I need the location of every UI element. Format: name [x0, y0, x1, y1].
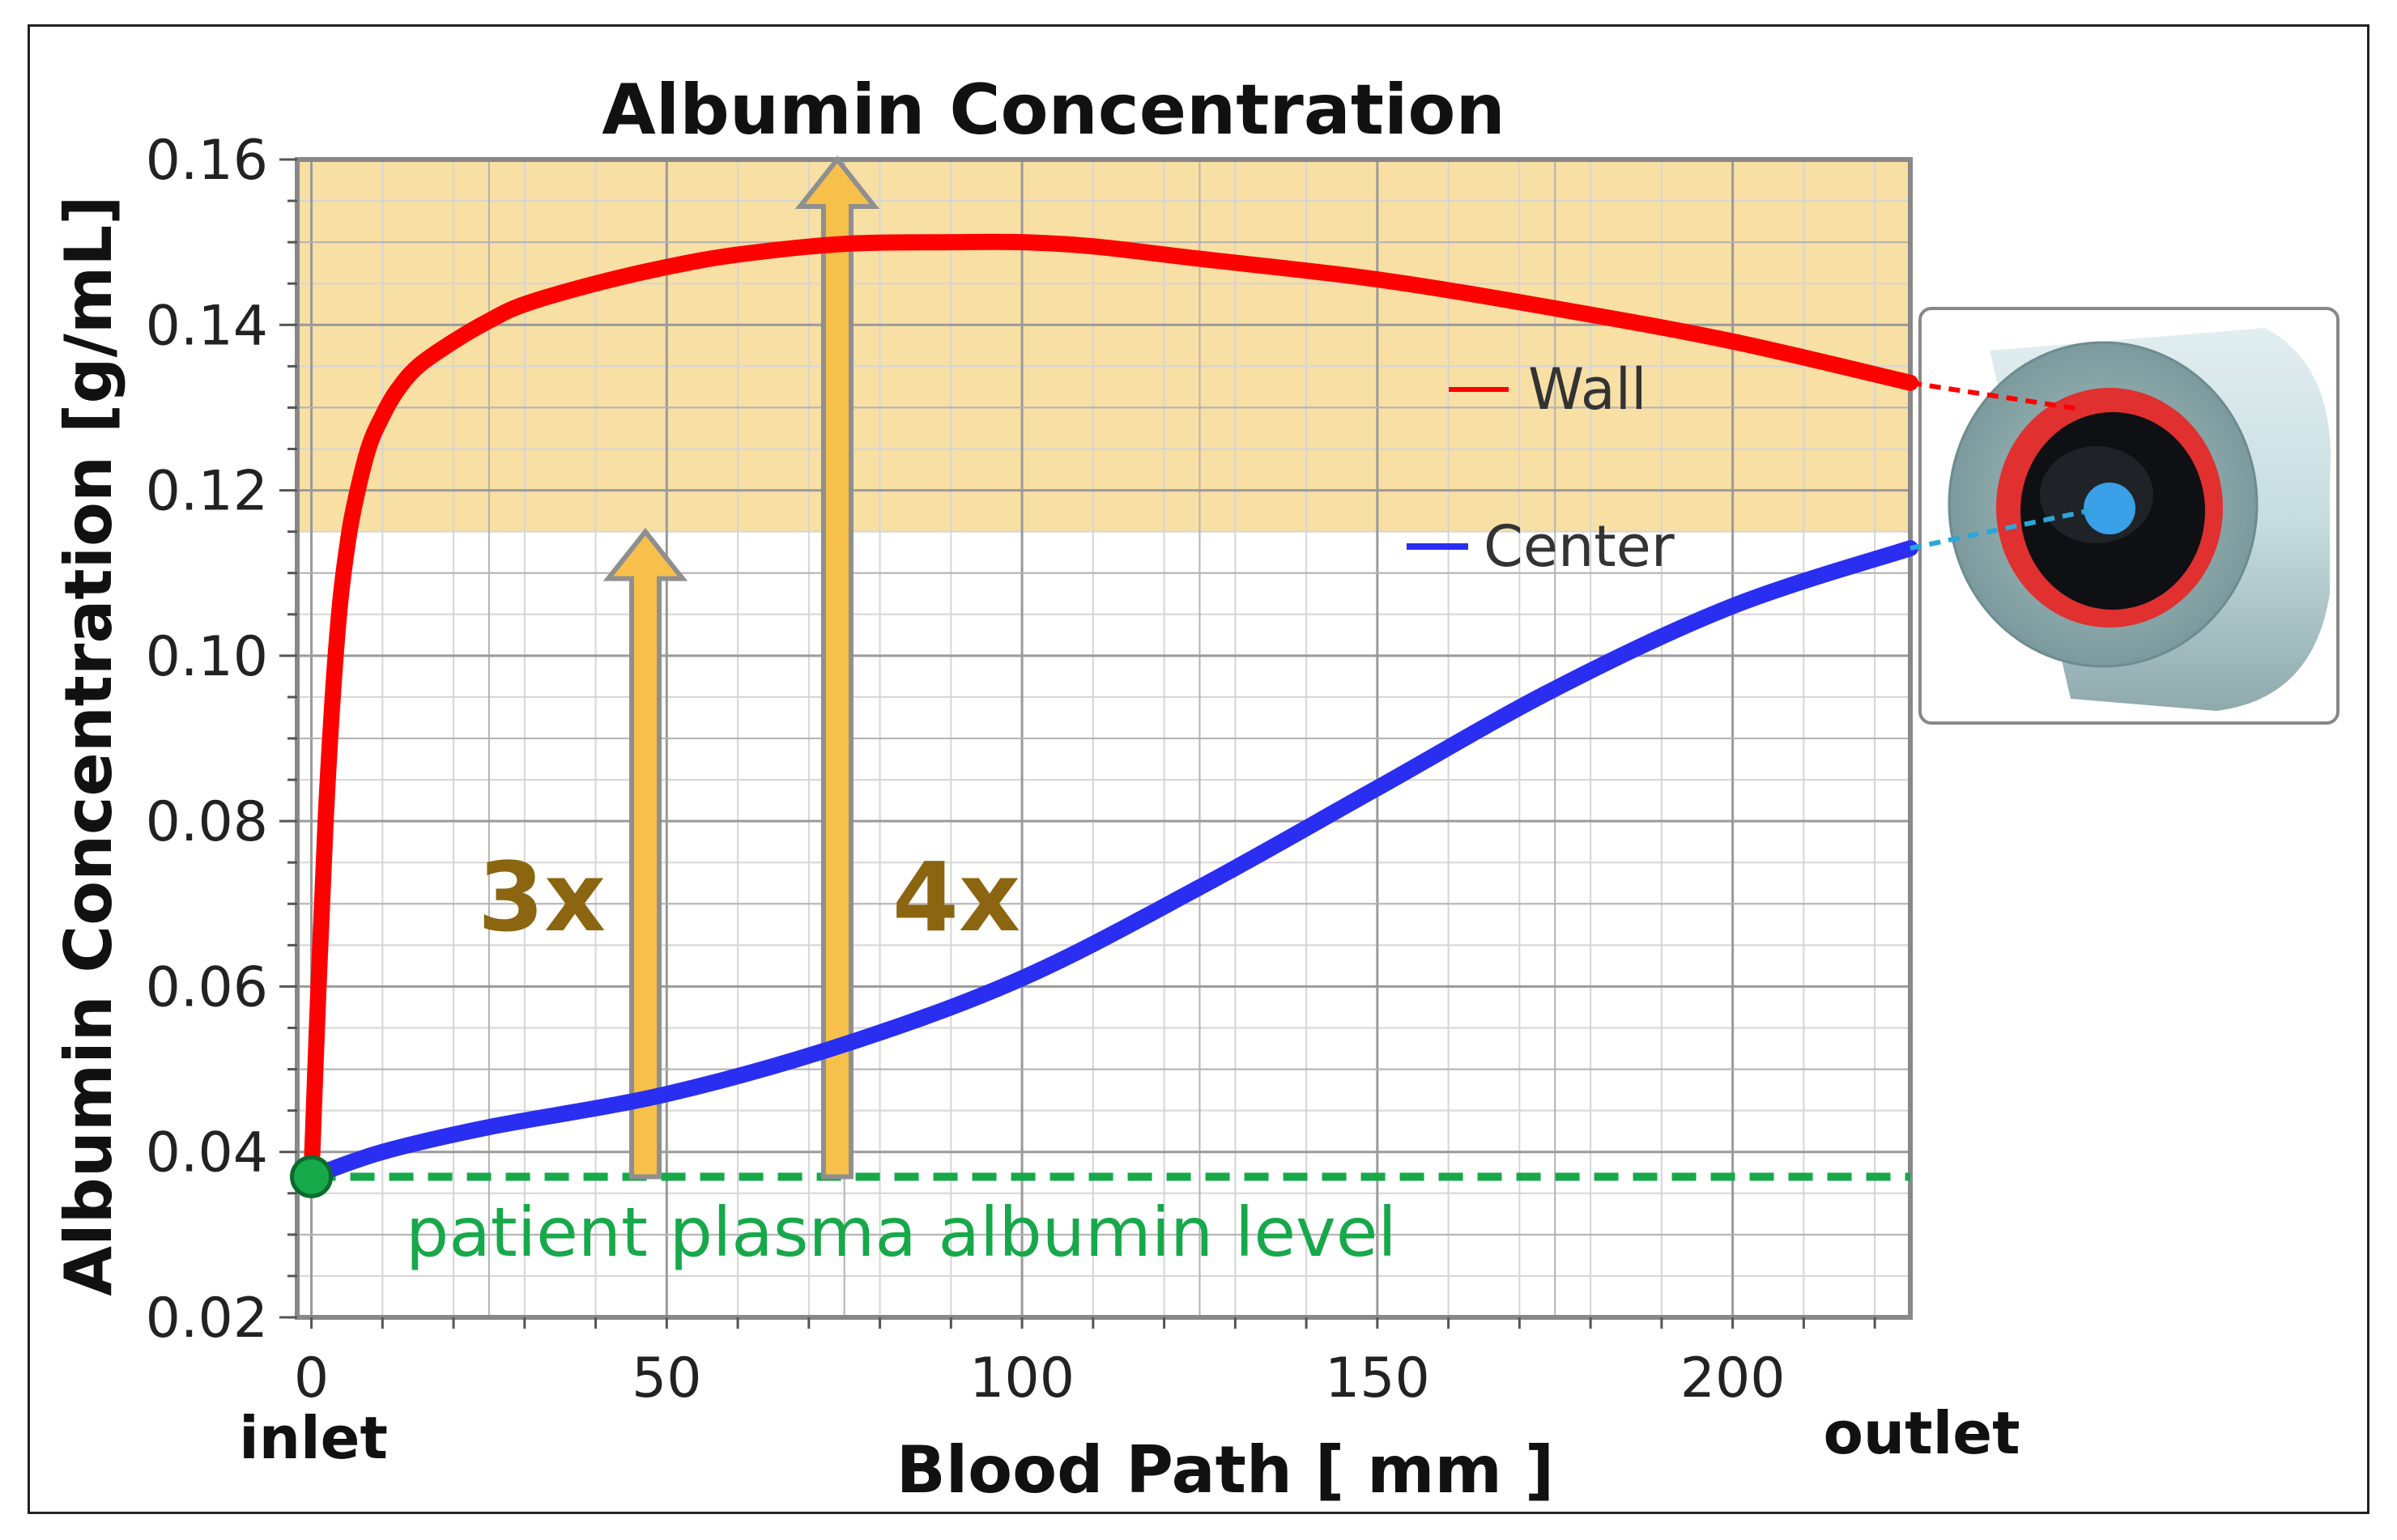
inlet-point — [290, 1155, 334, 1198]
chart-title: Albumin Concentration — [602, 70, 1505, 151]
y-tick-label: 0.16 — [146, 129, 268, 193]
x-tick-label: 0 — [294, 1346, 329, 1410]
y-tick-label: 0.06 — [146, 955, 268, 1019]
legend-wall-label: Wall — [1528, 356, 1647, 423]
y-tick-label: 0.08 — [146, 790, 268, 854]
tube-cross-section-icon — [1918, 307, 2340, 725]
arrow-4x-label: 4x — [892, 841, 1020, 953]
figure-frame: 0.02 0.04 0.06 0.08 0.10 0.12 0.14 0.16 0 50 100 15… — [28, 24, 2369, 1514]
y-tick-label: 0.04 — [146, 1121, 268, 1185]
y-tick-label: 0.02 — [146, 1287, 268, 1351]
inlet-label: inlet — [239, 1404, 388, 1472]
outlet-label: outlet — [1823, 1399, 2020, 1467]
series-line-wall — [303, 233, 1918, 1185]
y-tick-label: 0.12 — [146, 460, 268, 524]
x-tick-label: 100 — [969, 1346, 1075, 1410]
center-connector — [1910, 506, 2101, 551]
wall-connector — [1910, 380, 2080, 411]
x-tick-label: 200 — [1680, 1346, 1786, 1410]
y-tick-label: 0.10 — [146, 625, 268, 689]
legend-center-label: Center — [1484, 513, 1675, 580]
x-tick-label: 150 — [1325, 1346, 1430, 1410]
x-axis-label: Blood Path [ mm ] — [896, 1432, 1555, 1508]
y-tick-label: 0.14 — [146, 294, 268, 358]
albumin-chart: 0.02 0.04 0.06 0.08 0.10 0.12 0.14 0.16 0 50 100 15… — [51, 70, 2340, 1508]
series-line-center — [303, 540, 1918, 1185]
fold-arrow-3x — [602, 527, 688, 1180]
fold-arrow-4x — [794, 155, 880, 1180]
highlight-band — [297, 160, 1910, 532]
tube-center-dot — [2084, 483, 2135, 534]
x-tick-label: 50 — [632, 1346, 702, 1410]
y-axis-label: Albumin Concentration [g/mL] — [51, 195, 126, 1295]
arrow-3x-label: 3x — [478, 841, 606, 953]
reference-line-label: patient plasma albumin level — [406, 1193, 1397, 1272]
